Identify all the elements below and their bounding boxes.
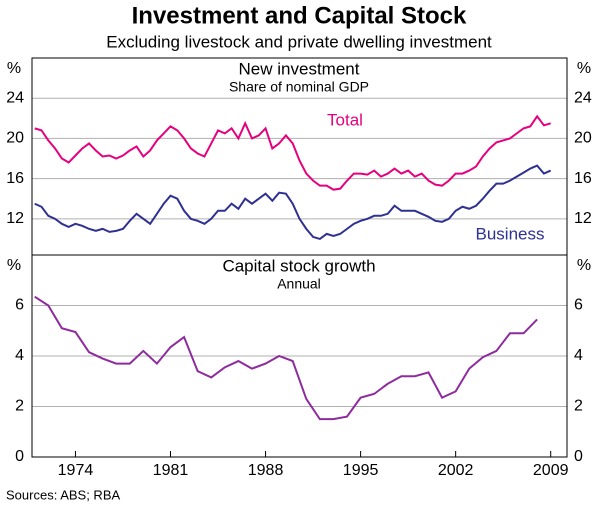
series-line bbox=[34, 114, 551, 191]
y2-tick-label: 24 bbox=[574, 89, 592, 106]
x-tick-label: 1981 bbox=[153, 462, 189, 479]
y-tick-label: 0 bbox=[15, 448, 24, 465]
x-tick-label: 1995 bbox=[343, 462, 379, 479]
y-tick-label: 16 bbox=[6, 170, 24, 187]
y-tick-label: 12 bbox=[6, 210, 24, 227]
x-tick-label: 2009 bbox=[533, 462, 569, 479]
series-label: Total bbox=[327, 110, 363, 129]
x-tick-label: 1974 bbox=[58, 462, 94, 479]
x-tick-label: 1988 bbox=[248, 462, 284, 479]
panel-title: Capital stock growth bbox=[222, 256, 375, 275]
y-tick-label: 20 bbox=[6, 130, 24, 147]
series-line bbox=[34, 164, 552, 241]
panel-subtitle: Share of nominal GDP bbox=[229, 79, 369, 95]
panel-title: New investment bbox=[239, 59, 360, 78]
y2-unit: % bbox=[577, 257, 591, 274]
y2-tick-label: 16 bbox=[574, 170, 592, 187]
series-line bbox=[34, 295, 538, 421]
y-tick-label: 4 bbox=[15, 347, 24, 364]
y2-tick-label: 0 bbox=[574, 448, 583, 465]
title: Investment and Capital Stock bbox=[132, 2, 467, 29]
y2-tick-label: 2 bbox=[574, 398, 583, 415]
series-label: Business bbox=[476, 224, 545, 243]
y-unit: % bbox=[7, 60, 21, 77]
y-tick-label: 6 bbox=[15, 297, 24, 314]
y2-tick-label: 20 bbox=[574, 130, 592, 147]
y-unit: % bbox=[7, 257, 21, 274]
subtitle: Excluding livestock and private dwelling… bbox=[106, 32, 492, 51]
y2-unit: % bbox=[577, 60, 591, 77]
y-tick-label: 24 bbox=[6, 89, 24, 106]
panel-subtitle: Annual bbox=[277, 276, 321, 292]
panel-frame bbox=[31, 254, 568, 458]
source: Sources: ABS; RBA bbox=[6, 487, 120, 502]
x-tick-label: 2002 bbox=[438, 462, 474, 479]
y-tick-label: 2 bbox=[15, 398, 24, 415]
y2-tick-label: 12 bbox=[574, 210, 592, 227]
y2-tick-label: 6 bbox=[574, 297, 583, 314]
y2-tick-label: 4 bbox=[574, 347, 583, 364]
